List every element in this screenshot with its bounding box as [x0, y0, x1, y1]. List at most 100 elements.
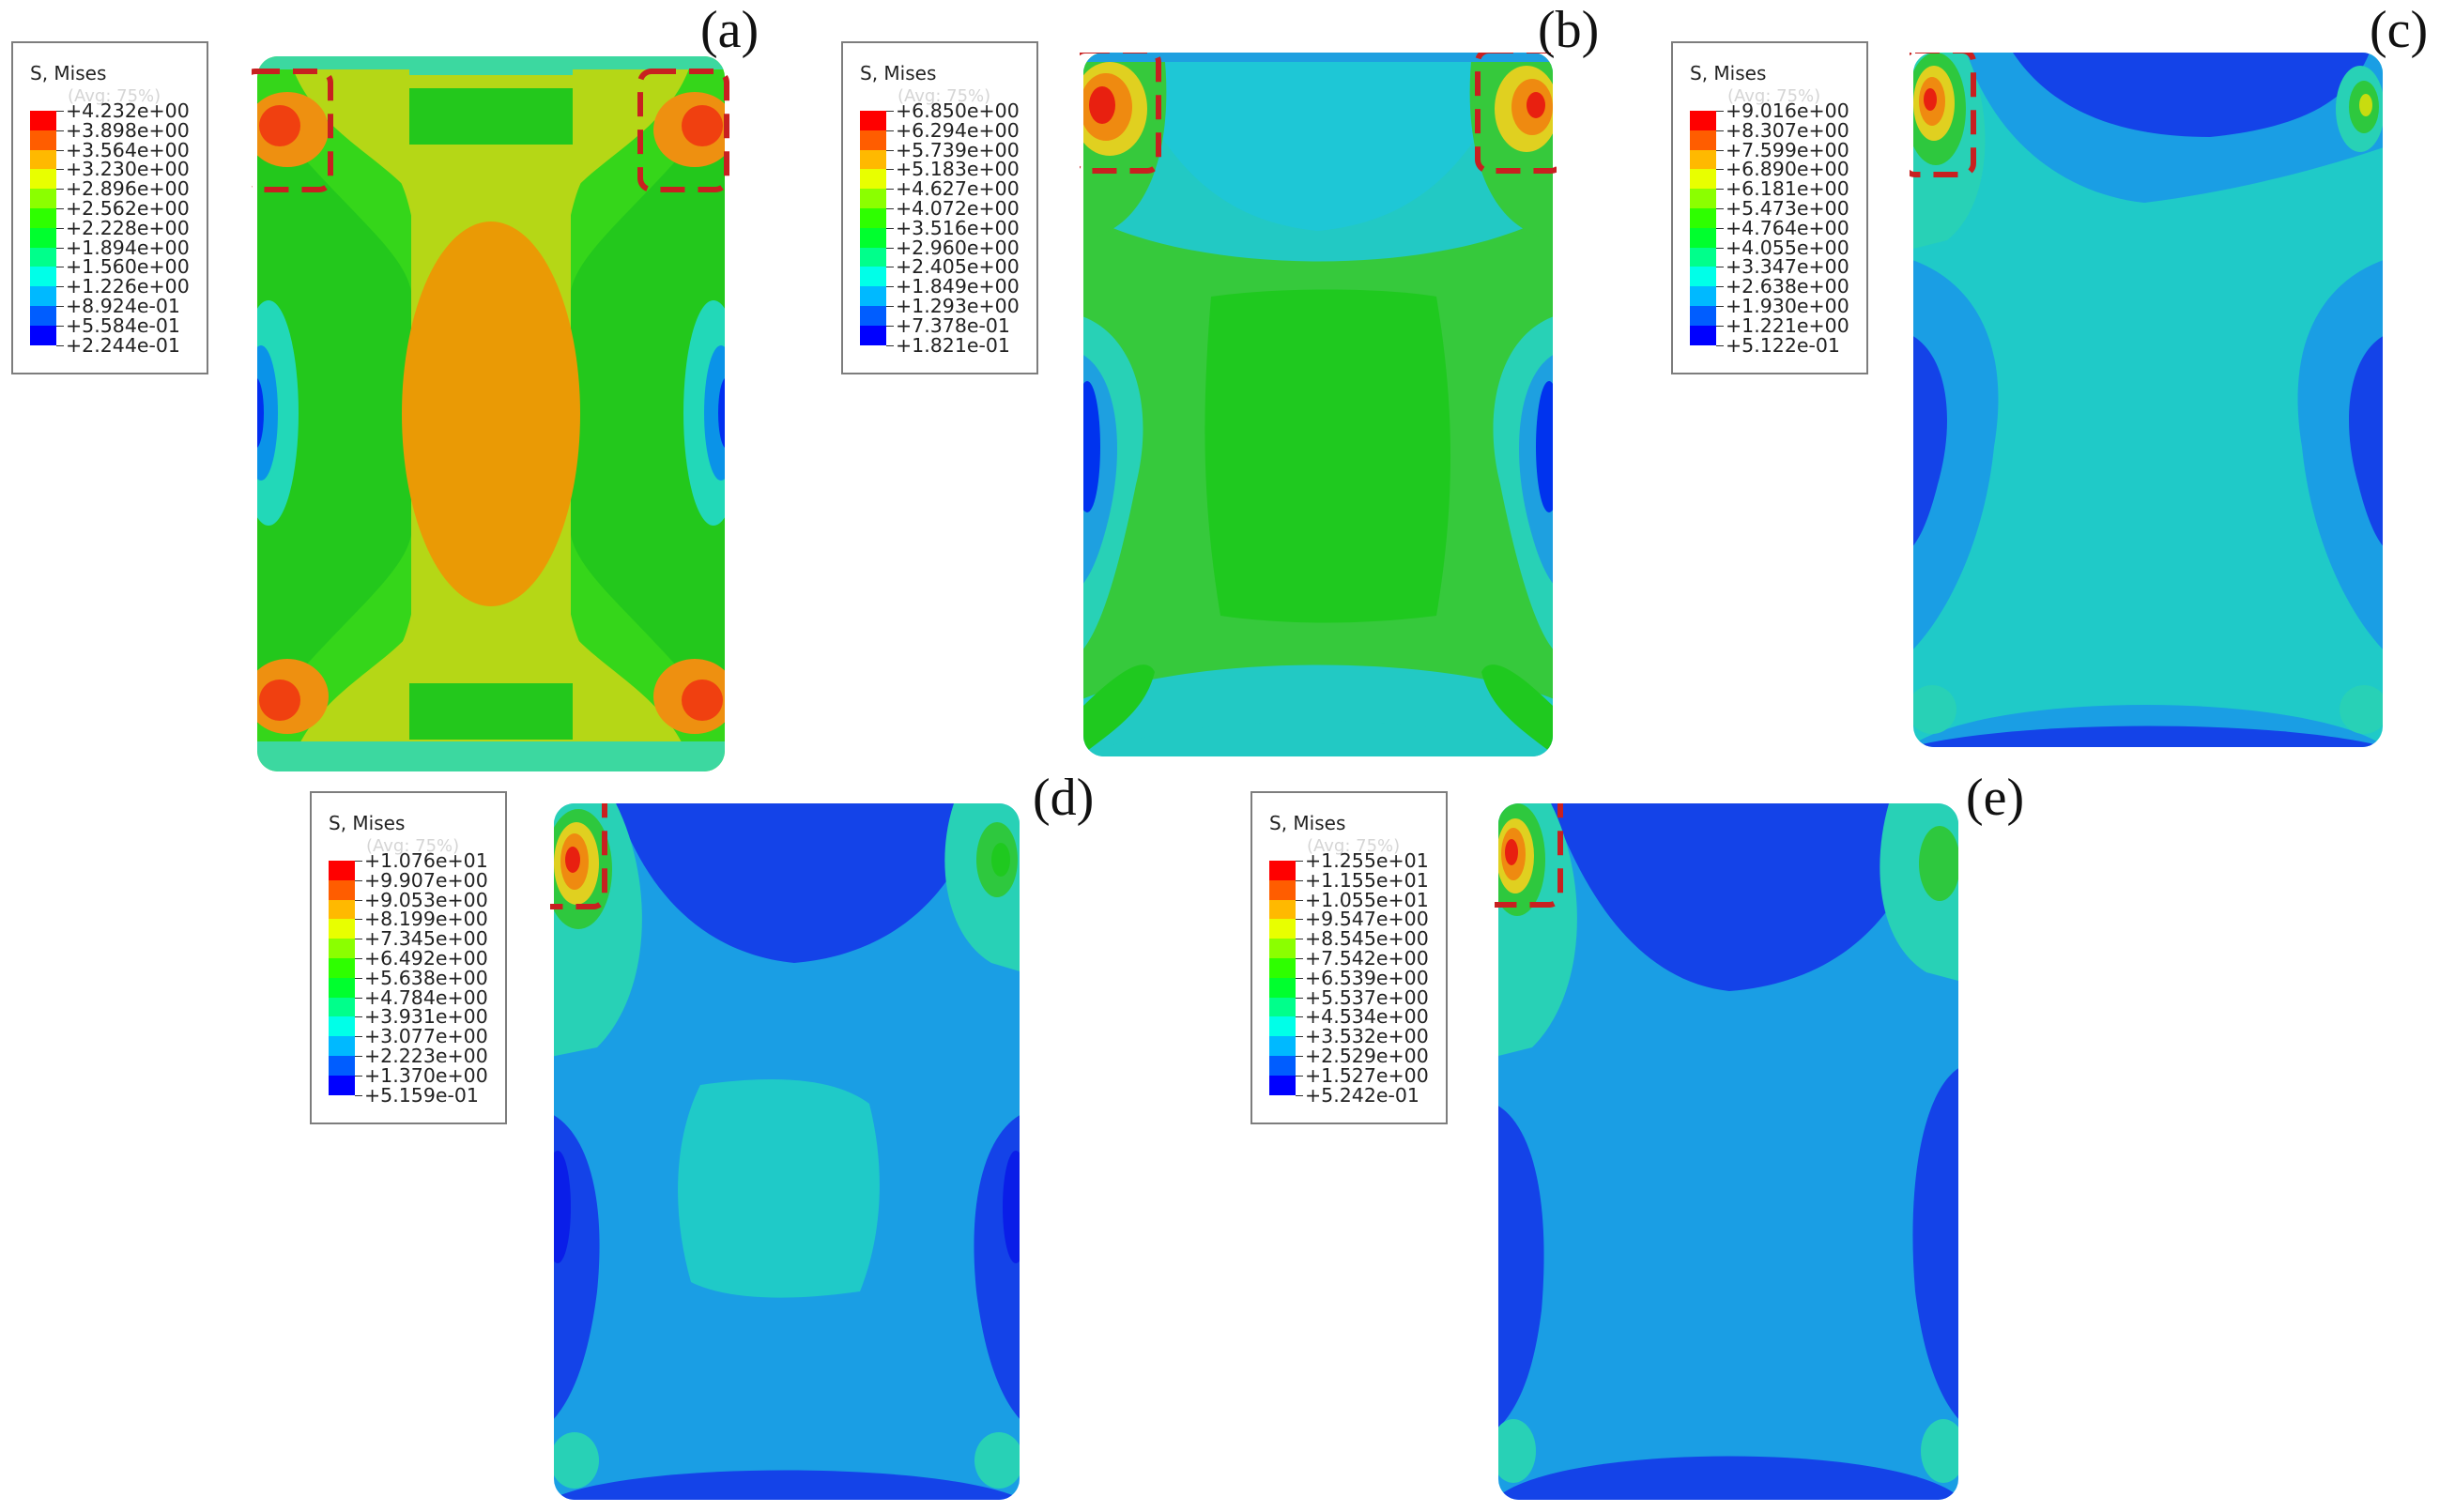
legend-tick [56, 149, 64, 151]
legend-title: S, Mises [860, 62, 937, 84]
legend-value: +4.055e+00 [1726, 236, 1849, 259]
legend-swatch [1269, 899, 1296, 920]
legend-d: S, Mises (Avg: 75%) +1.076e+01 +9.907e+00… [310, 791, 507, 1124]
legend-swatch [860, 169, 886, 190]
legend-swatch [1690, 149, 1716, 170]
legend-value: +4.534e+00 [1305, 1005, 1429, 1029]
legend-swatch [1690, 208, 1716, 228]
legend-swatch [1690, 306, 1716, 326]
legend-value: +3.347e+00 [1726, 255, 1849, 279]
legend-value: +9.907e+00 [364, 868, 488, 892]
legend-tick [355, 919, 362, 921]
legend-tick [886, 247, 894, 249]
legend-value: +8.307e+00 [1726, 118, 1849, 142]
legend-tick [1716, 111, 1724, 112]
legend-tick [1716, 130, 1724, 131]
legend-tick [56, 111, 64, 112]
legend-tick [355, 1094, 362, 1096]
legend-swatch [329, 977, 355, 998]
legend-swatch [860, 130, 886, 150]
legend-tick [886, 189, 894, 191]
legend-title: S, Mises [329, 812, 406, 834]
legend-swatch [329, 861, 355, 880]
legend-swatch [30, 227, 56, 248]
legend-swatch [860, 247, 886, 267]
legend-value: +1.076e+01 [364, 849, 488, 872]
panel-label-c: (c) [2370, 1, 2429, 59]
legend-tick [1296, 958, 1303, 959]
legend-value: +9.016e+00 [1726, 99, 1849, 122]
legend-swatch [860, 286, 886, 307]
legend-swatch [1690, 111, 1716, 130]
legend-tick [1716, 208, 1724, 209]
legend-tick [56, 227, 64, 229]
legend-tick [1296, 1036, 1303, 1038]
legend-value: +1.821e-01 [896, 333, 1010, 357]
legend-swatch [30, 130, 56, 150]
legend-value: +1.849e+00 [896, 275, 1020, 298]
legend-swatch [30, 111, 56, 130]
legend-value: +5.638e+00 [364, 966, 488, 989]
legend-value: +8.199e+00 [364, 908, 488, 931]
legend-swatch [329, 958, 355, 978]
legend-swatch [1269, 1016, 1296, 1037]
legend-value: +5.473e+00 [1726, 197, 1849, 220]
legend-a: S, Mises (Avg: 75%) +4.232e+00 +3.898e+00… [11, 41, 208, 374]
legend-c: S, Mises (Avg: 75%) +9.016e+00 +8.307e+00… [1671, 41, 1868, 374]
legend-tick [355, 879, 362, 881]
legend-tick [1716, 286, 1724, 288]
legend-title: S, Mises [1690, 62, 1767, 84]
legend-value: +1.370e+00 [364, 1063, 488, 1087]
legend-swatch [860, 306, 886, 326]
legend-swatch [30, 325, 56, 345]
legend-value: +3.532e+00 [1305, 1025, 1429, 1048]
legend-value: +2.244e-01 [66, 333, 180, 357]
legend-value: +1.560e+00 [66, 255, 190, 279]
legend-swatch [30, 169, 56, 190]
legend-subtitle: (Avg: 75%) [366, 836, 460, 856]
legend-swatch [30, 208, 56, 228]
legend-swatch [860, 149, 886, 170]
legend-swatch [1269, 958, 1296, 978]
legend-value: +6.294e+00 [896, 118, 1020, 142]
legend-swatch [1269, 879, 1296, 900]
legend-value: +1.155e+01 [1305, 868, 1429, 892]
legend-value: +8.545e+00 [1305, 927, 1429, 951]
legend-tick [886, 227, 894, 229]
legend-tick [1716, 247, 1724, 249]
legend-swatch [30, 189, 56, 209]
legend-tick [1296, 1016, 1303, 1018]
legend-value: +3.516e+00 [896, 216, 1020, 239]
legend-swatch [1269, 997, 1296, 1017]
legend-tick [1296, 899, 1303, 901]
legend-swatch [1690, 247, 1716, 267]
legend-tick [886, 286, 894, 288]
legend-swatch [329, 1036, 355, 1057]
legend-value: +2.896e+00 [66, 177, 190, 201]
legend-tick [56, 325, 64, 327]
panel-label-a: (a) [700, 1, 760, 59]
legend-swatch [860, 208, 886, 228]
legend-swatch [329, 1056, 355, 1076]
panel-label-e: (e) [1966, 769, 2025, 827]
contour-plot-b [1080, 53, 1557, 756]
legend-value: +5.242e-01 [1305, 1083, 1419, 1107]
legend-title: S, Mises [30, 62, 107, 84]
legend-swatch [1269, 1036, 1296, 1057]
legend-swatch [1690, 286, 1716, 307]
legend-tick [886, 111, 894, 112]
legend-swatch [1269, 939, 1296, 959]
legend-value: +3.898e+00 [66, 118, 190, 142]
legend-value: +3.931e+00 [364, 1005, 488, 1029]
legend-value: +5.183e+00 [896, 158, 1020, 181]
legend-tick [1716, 227, 1724, 229]
legend-swatch [860, 325, 886, 345]
legend-value: +5.122e-01 [1726, 333, 1840, 357]
legend-swatch [1269, 977, 1296, 998]
legend-value: +1.293e+00 [896, 295, 1020, 317]
legend-value: +7.599e+00 [1726, 138, 1849, 161]
legend-tick [1296, 1094, 1303, 1096]
legend-tick [56, 286, 64, 288]
legend-value: +4.627e+00 [896, 177, 1020, 201]
contour-plot-d [550, 803, 1020, 1500]
